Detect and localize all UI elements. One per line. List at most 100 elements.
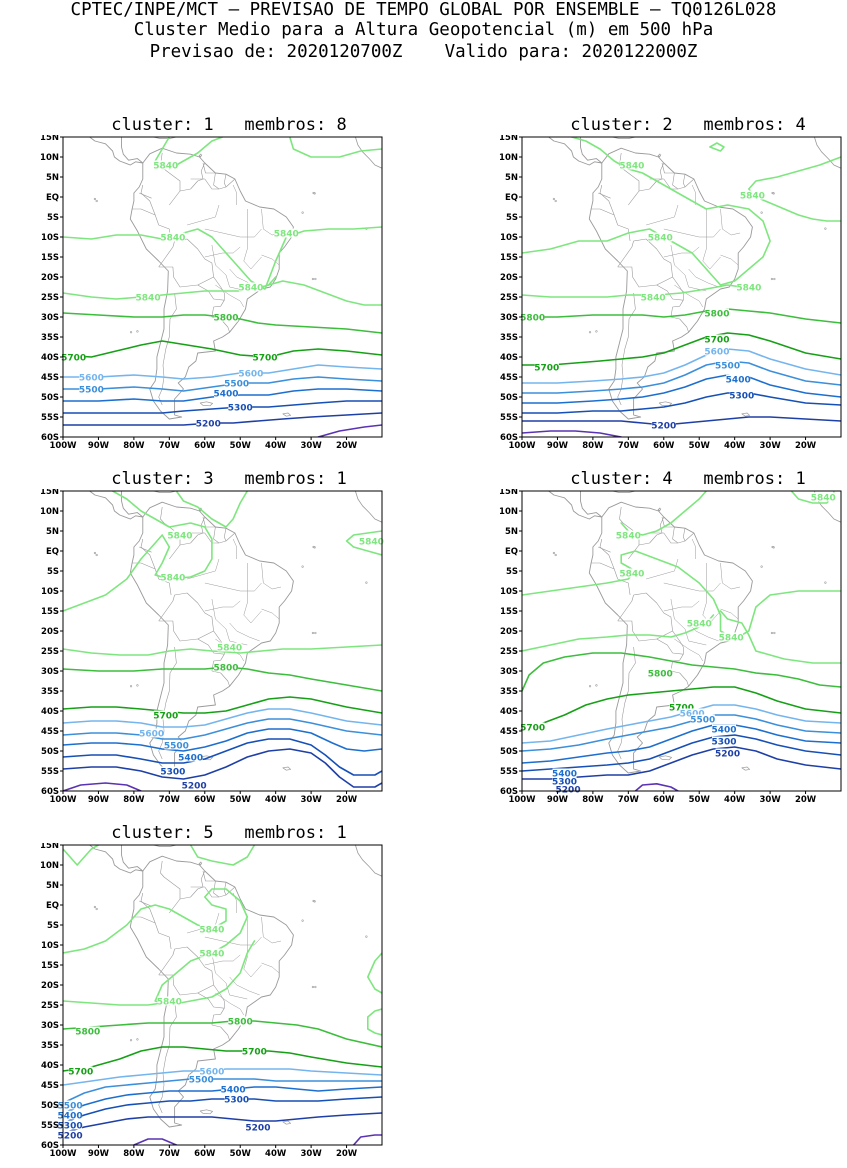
contour-label-bg [520,312,545,322]
contour-label-bg [556,784,581,794]
contour-layer [522,137,841,437]
contour-5840 [719,610,841,664]
state-border [243,209,262,270]
axes: 15N10N5NEQ5S10S15S20S25S30S35S40S45S50S5… [40,843,358,1159]
island-dot [313,546,316,549]
lat-tick-label: 25S [500,647,518,657]
country-border [649,178,695,190]
island-dot [595,330,598,333]
island-dot [314,631,317,635]
contour-label-5300: 5300 [729,391,754,401]
contour-label-5500: 5500 [189,1075,214,1085]
island-dot [311,277,314,281]
state-border [211,598,248,646]
country-border [638,162,665,192]
geopotential-map: 5840584058405840584058005700570056005500… [499,489,842,805]
island-dot [313,192,316,195]
country-border [211,300,225,318]
lon-tick-label: 100W [49,1149,77,1159]
lat-tick-label: 30S [500,313,518,323]
country-border [599,538,631,596]
island-dot [365,935,368,938]
contour-label-bg [359,536,384,546]
lat-tick-label: 15N [40,135,59,143]
contour-label-bg [641,292,666,302]
contour-5400 [522,374,841,404]
map-frame [521,490,842,792]
contour-label-bg [217,642,242,652]
caribbean-coastline [153,137,177,139]
island-dot [129,1039,133,1042]
lon-tick-label: 30W [301,441,323,451]
contour-label-5700: 5700 [534,363,559,373]
country-border [683,174,686,188]
contour-label-5500: 5500 [164,741,189,751]
contour-5300 [522,392,841,414]
state-border [204,600,241,612]
contour-5600 [522,348,841,384]
lat-tick-label: 35S [41,333,59,343]
contour-label-5400: 5400 [221,1085,246,1095]
country-border [617,238,673,288]
state-border [261,916,282,944]
country-border [132,562,156,570]
island-dot [824,227,827,230]
lat-tick-label: 35S [41,1041,59,1051]
contour-label-layer: 5840 5840 5840 5840 5840 5800 5800 5700 5700 5600… [520,160,765,431]
contour-5840 [289,137,382,158]
panel-title: cluster: 4 membros: 1 [570,469,806,489]
contour-label-bg [160,572,185,582]
contour-label-5840: 5840 [687,619,712,629]
lon-tick-label: 50W [230,1149,252,1159]
central-america-coastline [548,491,603,520]
contour-5840 [63,888,256,1006]
lon-tick-label: 40W [265,1149,287,1159]
island-dot [301,211,304,214]
contour-label-5500: 5500 [690,715,715,725]
lat-tick-label: 30S [41,1021,59,1031]
lat-tick-label: 40S [41,353,59,363]
lat-tick-label: 20S [500,273,518,283]
cluster-panel-1: cluster: 1 membros: 8 5840 5840 5840 5840 58… [24,115,384,460]
contour-5800 [63,1020,382,1048]
lat-tick-label: 45S [41,727,59,737]
contour-label-bg [58,1130,83,1140]
south-georgia-island [282,766,291,771]
state-border [663,600,700,612]
contour-label-5840: 5840 [160,233,185,243]
state-border [204,228,262,238]
island-dot [95,907,98,911]
lon-tick-label: 60W [653,441,675,451]
island-dot [770,277,773,281]
contour-label-bg [160,232,185,242]
map-frame [62,490,383,792]
contour-label-bg [79,372,104,382]
state-border [204,954,241,966]
lat-tick-label: 45S [41,1081,59,1091]
lon-tick-label: 100W [49,795,77,805]
lon-tick-label: 20W [336,441,358,451]
island-dot [312,191,315,195]
lat-tick-label: 10S [500,233,518,243]
island-dot [772,546,775,549]
contour-label-bg [214,662,239,672]
state-border [229,622,260,642]
country-border [213,880,220,898]
contour-label-5840: 5840 [199,925,224,935]
island-dot [301,919,304,922]
country-border [598,546,611,553]
south-georgia-island [282,412,291,417]
country-border [139,192,152,199]
contour-5100 [634,783,679,791]
contour-5840 [709,142,725,152]
country-border [598,192,611,199]
contour-5100 [522,430,622,437]
contour-label-bg [139,728,164,738]
lat-tick-label: 5S [47,567,59,577]
contour-label-bg [619,568,644,578]
state-border [232,184,237,205]
lon-tick-label: 70W [159,795,181,805]
lat-tick-label: 15S [41,607,59,617]
contour-label-5400: 5400 [726,375,751,385]
